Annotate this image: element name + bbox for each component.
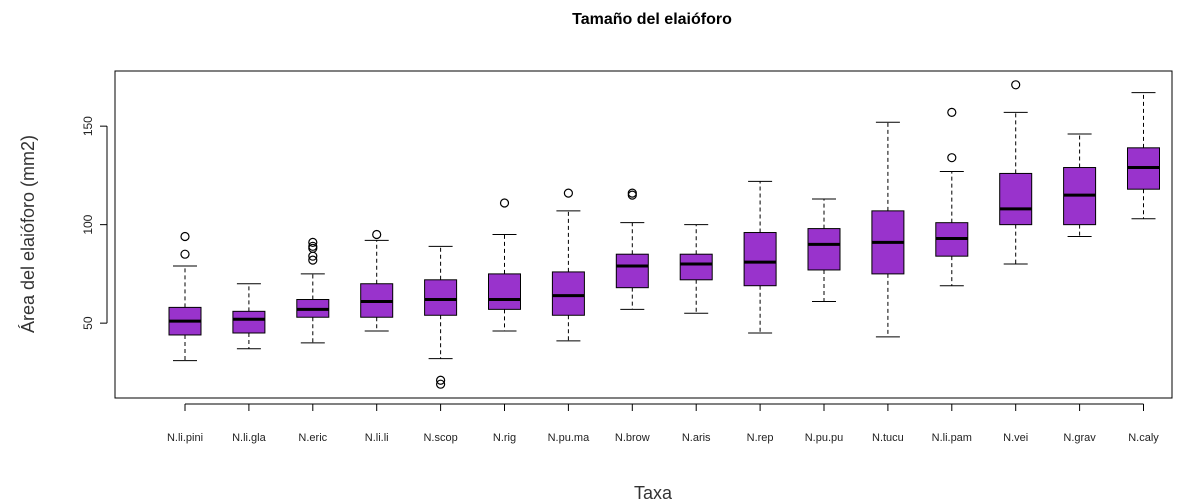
box-N.grav: [1063, 133, 1097, 237]
box-N.pu.pu: [807, 198, 841, 302]
x-tick-label: N.scop: [423, 432, 457, 444]
box-iqr: [232, 310, 266, 334]
x-tick-label: N.li.pam: [932, 432, 972, 444]
box-N.tucu: [871, 121, 905, 338]
outlier-point: [499, 198, 510, 208]
outlier-point: [308, 255, 318, 265]
x-tick-label: N.caly: [1128, 432, 1159, 444]
x-axis: N.li.pini N.li.gla N.eric N.li.li N.scop N.ri…: [167, 403, 1159, 444]
y-axis-label: Área del elaióforo (mm2): [18, 135, 38, 333]
y-axis: 50 100 150: [81, 116, 108, 330]
x-tick-label: N.li.li: [365, 432, 389, 444]
box-N.li.gla: [232, 283, 266, 350]
x-tick-label: N.aris: [682, 432, 711, 444]
outlier-point: [1011, 80, 1021, 90]
x-tick-label: N.pu.pu: [805, 432, 844, 444]
outlier-point: [436, 375, 446, 385]
box-N.eric: [296, 237, 330, 344]
outlier-point: [436, 379, 446, 389]
x-tick-label: N.rep: [747, 432, 774, 444]
x-tick-label: N.eric: [298, 432, 327, 444]
outlier-point: [180, 231, 190, 242]
box-N.aris: [679, 224, 713, 314]
box-iqr: [551, 271, 585, 316]
box-N.rig: [488, 198, 521, 332]
box-N.li.li: [360, 229, 394, 332]
y-tick-label: 150: [81, 116, 95, 136]
x-tick-label: N.rig: [493, 432, 516, 444]
box-N.caly: [1127, 92, 1160, 220]
y-tick-label: 100: [81, 214, 95, 234]
outlier-point: [947, 153, 957, 163]
box-iqr: [615, 253, 649, 289]
box-N.li.pam: [935, 107, 969, 287]
x-tick-label: N.vei: [1003, 432, 1028, 444]
x-tick-label: N.brow: [615, 432, 650, 444]
outlier-point: [947, 107, 957, 117]
y-tick-label: 50: [81, 316, 95, 330]
outlier-point: [563, 188, 574, 198]
x-tick-label: N.pu.ma: [548, 432, 590, 444]
outlier-point: [627, 188, 637, 198]
chart-title: Tamaño del elaióforo: [572, 11, 732, 28]
box-iqr: [807, 228, 841, 271]
x-tick-label: N.grav: [1063, 432, 1096, 444]
box-N.pu.ma: [551, 188, 585, 342]
plot-frame: [114, 70, 1173, 399]
box-iqr: [424, 279, 458, 316]
x-tick-label: N.tucu: [872, 432, 904, 444]
outlier-point: [308, 241, 318, 251]
x-tick-label: N.li.gla: [232, 432, 267, 444]
box-N.vei: [999, 80, 1033, 265]
box-iqr: [743, 232, 777, 287]
box-N.brow: [615, 188, 649, 310]
x-tick-label: N.li.pini: [167, 432, 203, 444]
box-N.scop: [424, 245, 458, 389]
outlier-point: [180, 249, 190, 259]
box-N.li.pini: [168, 231, 202, 362]
box-iqr: [488, 273, 521, 310]
outlier-point: [372, 229, 382, 240]
boxes-layer: [168, 80, 1160, 389]
box-N.rep: [743, 180, 777, 334]
box-iqr: [999, 172, 1033, 226]
box-iqr: [679, 253, 713, 281]
outlier-point: [308, 237, 318, 247]
x-axis-label: Taxa: [634, 483, 673, 503]
